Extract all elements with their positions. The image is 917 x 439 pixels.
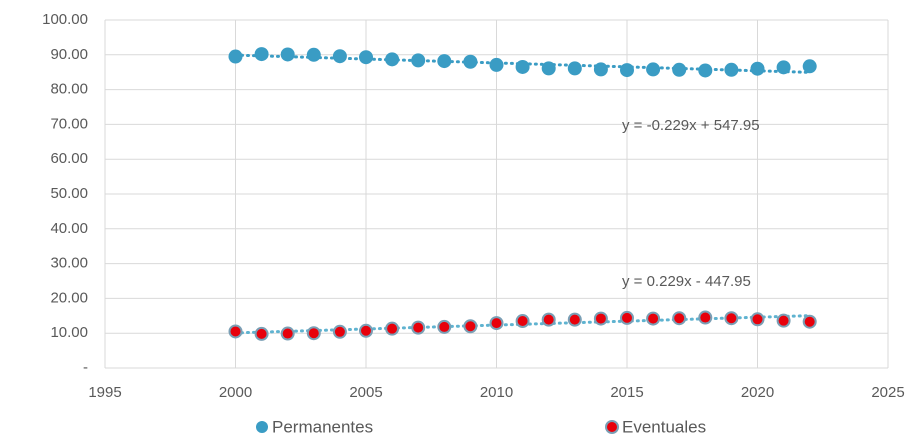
y-tick-label: - [83,359,88,376]
point [567,61,582,76]
point [280,47,295,62]
point [385,52,400,67]
x-tick-label: 2010 [480,384,513,401]
x-tick-label: 2025 [871,384,904,401]
y-tick-label: 20.00 [50,289,88,306]
point [489,57,504,72]
point [437,319,452,334]
point [646,62,661,77]
point [776,313,791,328]
legend-marker [605,420,619,434]
point [593,311,608,326]
point [567,312,582,327]
point [463,319,478,334]
point [515,59,530,74]
y-tick-label: 50.00 [50,185,88,202]
point [620,63,634,78]
point [802,314,817,329]
y-tick-label: 90.00 [50,46,88,63]
point [463,54,478,69]
point [776,60,791,75]
x-tick-label: 2005 [349,384,382,401]
point [750,312,765,327]
point [359,323,373,338]
point [724,62,739,77]
x-tick-label: 2015 [610,384,643,401]
x-tick-label: 2020 [741,384,774,401]
point [332,324,347,339]
y-tick-label: 30.00 [50,255,88,272]
point [698,310,713,325]
y-tick-label: 60.00 [50,150,88,167]
point [724,311,739,326]
point [489,316,504,331]
y-tick-label: 10.00 [50,324,88,341]
annotation: y = -0.229x + 547.95 [622,117,760,134]
point [254,47,269,62]
y-tick-label: 100.00 [42,11,88,28]
x-tick-label: 2000 [219,384,252,401]
point [306,47,321,62]
y-tick-label: 70.00 [50,115,88,132]
point [359,50,373,65]
legend-label: Permanentes [272,417,373,436]
y-tick-label: 40.00 [50,220,88,237]
point [672,62,687,77]
legend-label: Eventuales [622,417,706,436]
point [385,321,400,336]
point [802,59,817,74]
point [332,49,347,64]
y-tick-label: 80.00 [50,81,88,98]
annotation: y = 0.229x - 447.95 [622,273,751,290]
point [620,310,634,325]
point [541,312,556,327]
legend-marker [256,421,268,433]
point [228,324,243,339]
point [306,326,321,341]
point [280,326,295,341]
point [698,63,713,78]
point [228,49,243,64]
point [750,61,765,76]
point [254,326,269,341]
point [646,311,661,326]
point [411,320,426,335]
point [411,53,426,68]
point [541,61,556,76]
point [593,62,608,77]
point [672,311,687,326]
point [437,54,452,69]
point [515,314,530,329]
x-tick-label: 1995 [88,384,121,401]
